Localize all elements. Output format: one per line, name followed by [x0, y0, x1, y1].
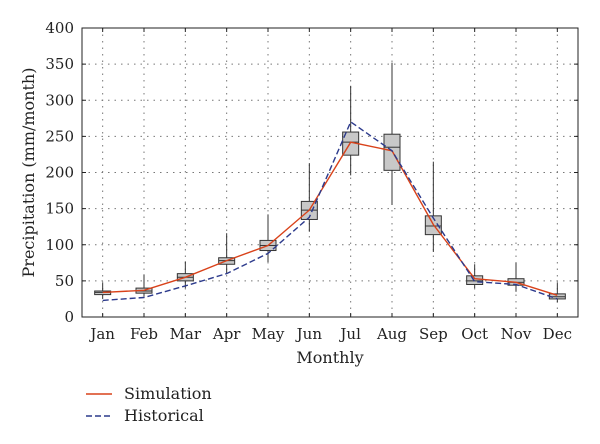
boxplot-oct [466, 264, 484, 289]
boxplots [94, 62, 566, 303]
x-tick-label: Apr [212, 325, 241, 343]
boxplot-sep [424, 161, 442, 252]
y-tick-label: 200 [45, 164, 74, 182]
boxplot-nov [507, 262, 525, 292]
x-axis-title: Monthly [296, 348, 363, 367]
grid [82, 28, 578, 317]
x-tick-label: Dec [543, 325, 572, 343]
y-axis-title: Precipitation (mm/month) [19, 68, 38, 278]
x-tick-label: Sep [419, 325, 448, 343]
boxplot-feb [135, 274, 153, 297]
y-tick-label: 250 [45, 127, 74, 145]
y-tick-label: 400 [45, 19, 74, 37]
box [383, 133, 401, 171]
series-lines [102, 120, 558, 302]
boxplot-jan [94, 283, 112, 299]
x-tick-label: Nov [501, 325, 532, 343]
x-axis: Jan Feb Mar Apr May Jun Jul Aug Sep Oct Nov Dec [88, 28, 572, 343]
x-tick-label: Feb [130, 325, 158, 343]
x-tick-label: Jun [295, 325, 323, 343]
y-tick-label: 300 [45, 91, 74, 109]
y-tick-label: 150 [45, 200, 74, 218]
x-tick-label: Jul [338, 325, 361, 343]
y-tick-label: 100 [45, 236, 74, 254]
boxplot-aug [383, 62, 401, 206]
boxplot-dec [548, 283, 566, 303]
box [466, 275, 484, 285]
series-line-simulation [102, 141, 558, 296]
series-line-historical [102, 120, 558, 302]
legend: Simulation Historical [86, 384, 212, 425]
x-tick-label: Aug [376, 325, 407, 343]
legend-label-historical: Historical [124, 406, 204, 425]
y-tick-label: 50 [55, 272, 74, 290]
x-tick-label: Jan [88, 325, 115, 343]
x-tick-label: Mar [170, 325, 202, 343]
y-tick-label: 0 [64, 308, 74, 326]
legend-label-simulation: Simulation [124, 384, 212, 403]
boxplot-apr [218, 233, 236, 274]
x-tick-label: May [252, 325, 285, 343]
y-tick-label: 350 [45, 55, 74, 73]
boxplot-may [259, 214, 277, 263]
y-axis: 0 50 100 150 200 250 300 350 400 [45, 19, 578, 326]
x-tick-label: Oct [461, 325, 488, 343]
boxplot-jul [342, 85, 360, 176]
